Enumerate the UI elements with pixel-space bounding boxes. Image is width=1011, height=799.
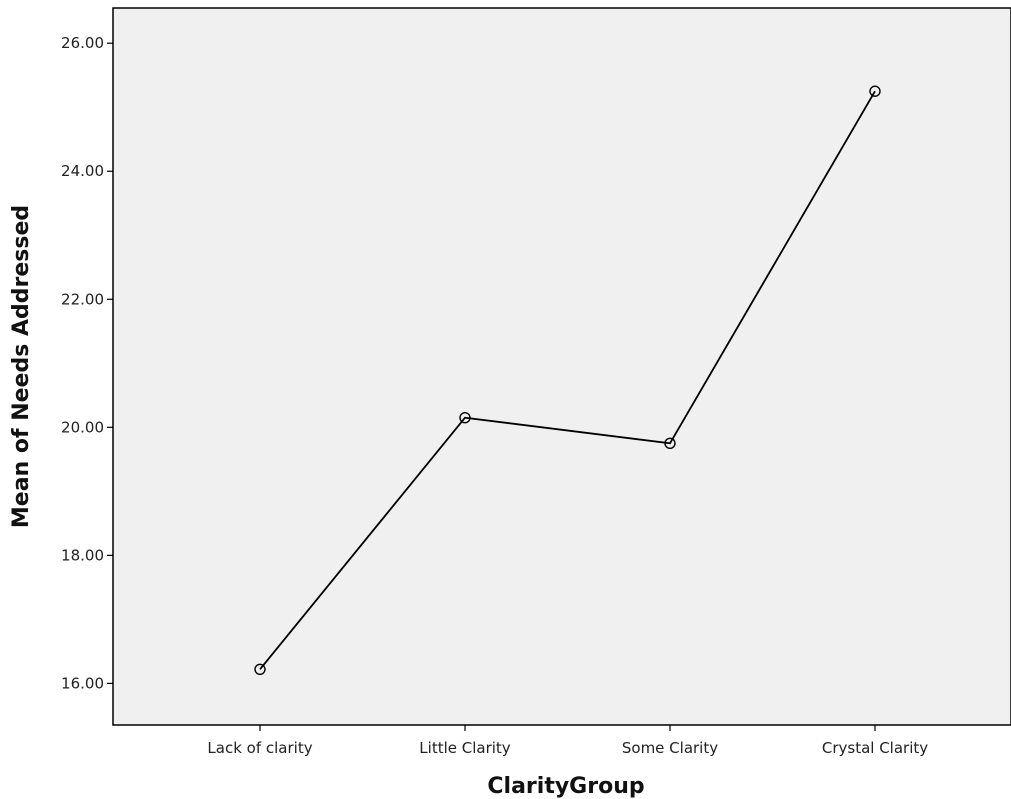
y-tick-label: 18.00 (61, 546, 104, 564)
data-point (254, 663, 266, 676)
data-point (664, 437, 676, 450)
data-point (869, 85, 881, 97)
x-axis-title: ClarityGroup (487, 774, 644, 799)
data-point (459, 412, 471, 424)
x-axis-ticks: Lack of clarity Little Clarity Some Clarit… (207, 725, 928, 757)
y-axis-title: Mean of Needs Addressed (9, 205, 34, 528)
y-axis-ticks: 16.00 18.00 20.00 22.00 24.00 26.00 (61, 34, 113, 692)
y-tick-label: 24.00 (61, 162, 104, 180)
y-tick-label: 22.00 (61, 290, 104, 308)
x-tick-label: Crystal Clarity (822, 739, 928, 757)
data-series (254, 85, 881, 676)
x-tick-label: Little Clarity (419, 739, 511, 757)
y-tick-label: 16.00 (61, 674, 104, 692)
x-tick-label: Some Clarity (622, 739, 718, 757)
plot-area (112, 7, 1011, 726)
x-tick-label: Lack of clarity (207, 739, 312, 757)
y-tick-label: 26.00 (61, 34, 104, 52)
series-line (259, 90, 876, 670)
y-tick-label: 20.00 (61, 418, 104, 436)
